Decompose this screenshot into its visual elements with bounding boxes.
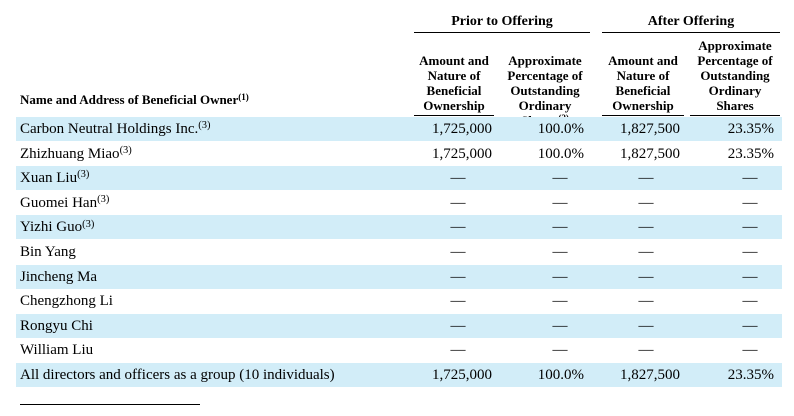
after-amount-cell: 1,827,500 (620, 367, 680, 383)
owner-name-text: William Liu (20, 342, 94, 359)
footnote-marker-3: (3) (198, 120, 211, 132)
table-row: Rongyu Chi — — — — (16, 313, 782, 338)
after-amount-cell: — (638, 194, 654, 211)
prior-percentage-cell: 100.0% (537, 121, 584, 137)
prior-amount-cell: — (450, 219, 466, 236)
col-header-name: Name and Address of Beneficial Owner(1) (20, 92, 249, 109)
after-amount-cell: — (638, 219, 654, 236)
prior-percentage-cell: — (552, 268, 568, 285)
owner-name: Carbon Neutral Holdings Inc.(3) (20, 117, 211, 141)
prior-percentage-cell: 100.0% (537, 367, 584, 383)
after-percentage-cell: — (742, 219, 758, 236)
after-percentage-cell: 23.35% (727, 121, 774, 137)
owner-name: Xuan Liu(3) (20, 166, 89, 190)
after-amount-cell: 1,827,500 (620, 121, 680, 137)
owner-name: Bin Yang (20, 240, 76, 264)
table-row: Jincheng Ma — — — — (16, 264, 782, 289)
after-percentage-cell: 23.35% (727, 367, 774, 383)
col-header-after-amount: Amount and Nature of Beneficial Ownershi… (602, 53, 684, 116)
owner-name: Rongyu Chi (20, 314, 93, 338)
table-row: Carbon Neutral Holdings Inc.(3) 1,725,000… (16, 117, 782, 141)
after-amount-cell: 1,827,500 (620, 145, 680, 162)
after-amount-cell: — (638, 293, 654, 310)
col-header-after-percentage: Approximate Percentage of Outstanding Or… (690, 38, 780, 116)
prior-amount-cell: 1,725,000 (432, 121, 492, 137)
prior-amount-cell: 1,725,000 (432, 367, 492, 383)
after-percentage-cell: 23.35% (727, 145, 774, 162)
prior-percentage-cell: — (552, 194, 568, 211)
table-row: Zhizhuang Miao(3) 1,725,000 100.0% 1,827,50… (16, 142, 782, 166)
after-amount-cell: — (638, 268, 654, 285)
after-percentage-cell: — (742, 170, 758, 187)
owner-name-text: Zhizhuang Miao (20, 145, 120, 162)
table-row: All directors and officers as a group (1… (16, 363, 782, 387)
col-header-prior-amount: Amount and Nature of Beneficial Ownershi… (414, 53, 494, 116)
table-row: Yizhi Guo(3) — — — — (16, 215, 782, 240)
prior-percentage-cell: — (552, 342, 568, 359)
after-percentage-cell: — (742, 342, 758, 359)
footnote-marker-3: (3) (77, 169, 90, 181)
prior-amount-cell: — (450, 317, 466, 334)
owner-name: Zhizhuang Miao(3) (20, 142, 132, 166)
owner-name: Jincheng Ma (20, 265, 97, 289)
prior-amount-cell: — (450, 170, 466, 187)
owner-name-text: Rongyu Chi (20, 317, 93, 334)
prior-percentage-cell: — (552, 293, 568, 310)
owner-name-text: Bin Yang (20, 244, 76, 260)
table-row: Bin Yang — — — — (16, 240, 782, 264)
group-header-prior: Prior to Offering (414, 14, 590, 33)
prior-amount-cell: 1,725,000 (432, 145, 492, 162)
owner-name: William Liu (20, 338, 93, 362)
after-amount-cell: — (638, 342, 654, 359)
owner-name-text: Chengzhong Li (20, 293, 113, 310)
footnote-separator (20, 404, 200, 405)
footnote-marker-3: (3) (97, 194, 110, 206)
prior-amount-cell: — (450, 268, 466, 285)
after-percentage-cell: — (742, 268, 758, 285)
group-header-after: After Offering (602, 14, 780, 33)
prior-percentage-cell: — (552, 317, 568, 334)
after-percentage-cell: — (742, 194, 758, 211)
after-amount-cell: — (638, 244, 654, 260)
prior-amount-cell: — (450, 342, 466, 359)
footnote-marker-1: (1) (238, 91, 249, 102)
prior-amount-cell: — (450, 293, 466, 310)
owner-name-text: Jincheng Ma (20, 268, 98, 285)
after-percentage-cell: — (742, 293, 758, 310)
owner-name-text: Carbon Neutral Holdings Inc. (20, 121, 199, 137)
owner-name-text: Guomei Han (20, 194, 98, 211)
owner-name: Yizhi Guo(3) (20, 215, 94, 239)
owner-name-text: Yizhi Guo (20, 219, 83, 236)
table-row: Guomei Han(3) — — — — (16, 191, 782, 215)
table-row: Xuan Liu(3) — — — — (16, 166, 782, 191)
after-amount-cell: — (638, 317, 654, 334)
owner-name-text: Xuan Liu (20, 170, 78, 187)
after-percentage-cell: — (742, 244, 758, 260)
owner-name-text: All directors and officers as a group (1… (20, 367, 335, 383)
prior-amount-cell: — (450, 244, 466, 260)
owner-name: Chengzhong Li (20, 289, 113, 313)
col-header-name-text: Name and Address of Beneficial Owner (20, 92, 239, 107)
after-percentage-cell: — (742, 317, 758, 334)
owner-name: All directors and officers as a group (1… (20, 363, 335, 387)
table-row: Chengzhong Li — — — — (16, 289, 782, 313)
prior-amount-cell: — (450, 194, 466, 211)
prior-percentage-cell: — (552, 170, 568, 187)
footnote-marker-3: (3) (82, 218, 95, 230)
prior-percentage-cell: — (552, 244, 568, 260)
table-row: William Liu — — — — (16, 338, 782, 362)
footnote-marker-3: (3) (119, 144, 132, 156)
prior-percentage-cell: — (552, 219, 568, 236)
after-amount-cell: — (638, 170, 654, 187)
prior-percentage-cell: 100.0% (537, 145, 584, 162)
owner-name: Guomei Han(3) (20, 191, 109, 215)
